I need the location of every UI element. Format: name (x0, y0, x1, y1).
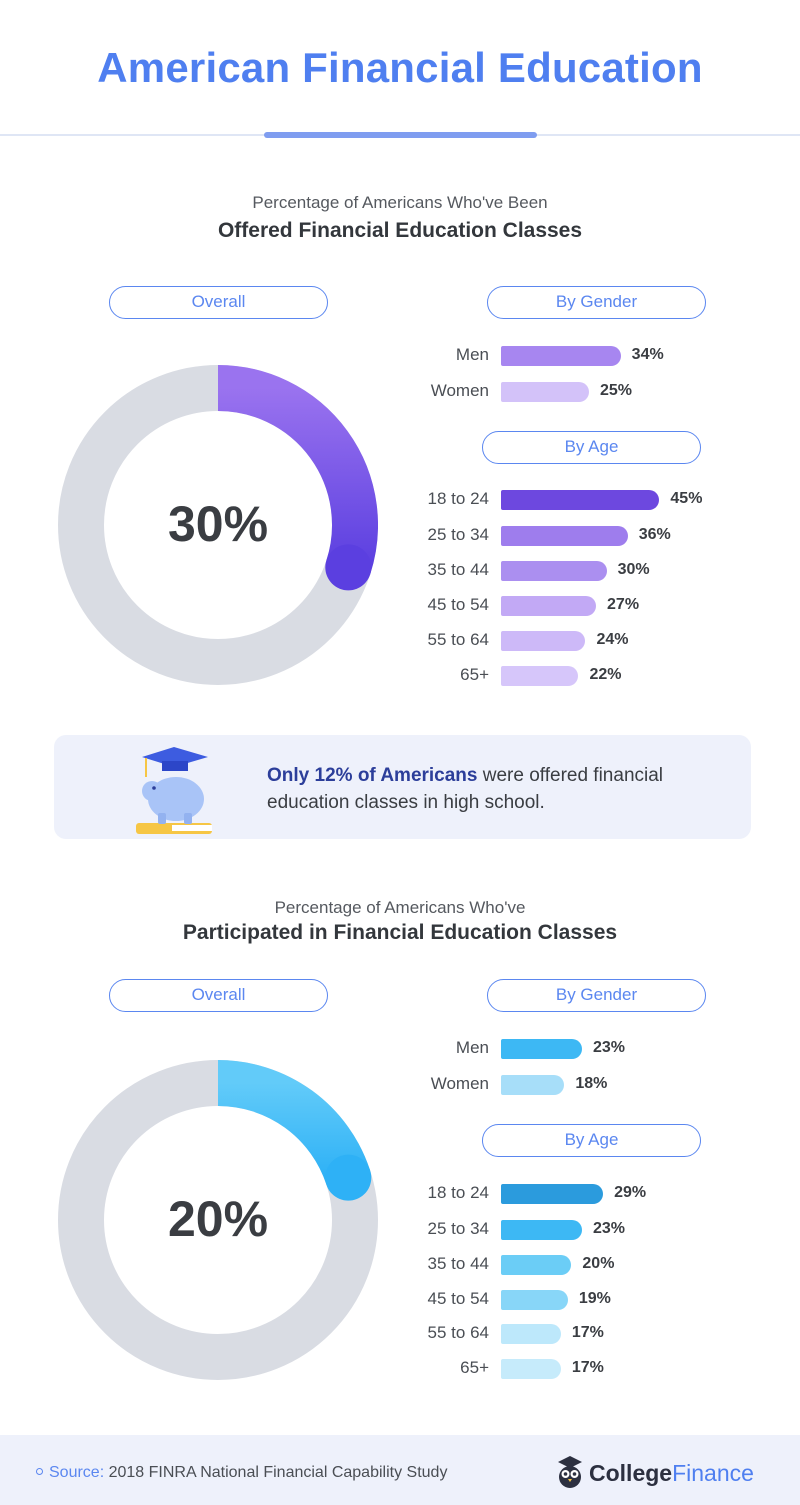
donut-slice (217, 365, 378, 575)
overall-value: 20% (167, 1191, 269, 1247)
age-row-bar (501, 490, 660, 510)
age-row-bar (501, 1290, 568, 1310)
age-row-label: 55 to 64 (427, 1323, 489, 1342)
age-row-value: 45% (670, 490, 703, 507)
age-row-value: 17% (571, 1324, 604, 1341)
age-row-value: 23% (592, 1220, 625, 1237)
age-row-label: 45 to 54 (427, 595, 489, 614)
age-row-bar (501, 1255, 572, 1275)
by-age-pill: By Age (482, 1124, 701, 1157)
gender-row-bar (501, 382, 589, 402)
gender-row-value: 18% (575, 1075, 608, 1092)
age-row-bar (501, 666, 579, 686)
by-age-pill: By Age (482, 431, 701, 464)
age-row-label: 65+ (460, 665, 489, 684)
brand-secondary: Finance (672, 1460, 754, 1486)
page-title: American Financial Education (97, 44, 703, 91)
callout-box: Only 12% of Americans were offered finan… (54, 735, 751, 839)
gender-row-bar (501, 1039, 582, 1059)
bullet-icon (36, 1468, 43, 1475)
gender-row-label: Women (430, 1074, 489, 1093)
age-row-value: 27% (607, 596, 640, 613)
overall-pill: Overall (109, 979, 328, 1012)
source-text: 2018 FINRA National Financial Capability… (108, 1464, 448, 1481)
gender-row-value: 23% (592, 1039, 625, 1056)
donut-slice-cap (325, 1154, 372, 1201)
age-row-label: 35 to 44 (427, 1254, 489, 1273)
age-row-value: 22% (589, 666, 622, 683)
age-row-bar (501, 1324, 561, 1344)
overall-donut-chart (58, 1060, 378, 1380)
source-citation: Source: 2018 FINRA National Financial Ca… (36, 1464, 447, 1482)
age-row-bar (501, 1184, 604, 1204)
age-row-label: 55 to 64 (427, 630, 489, 649)
age-row-value: 30% (617, 561, 650, 578)
callout-emphasis: Only 12% of Americans (267, 765, 478, 786)
section-subtitle: Percentage of Americans Who've (274, 898, 526, 917)
gender-row-value: 34% (631, 346, 664, 363)
age-row-label: 18 to 24 (427, 1183, 489, 1202)
age-row-bar (501, 596, 597, 616)
age-row-value: 20% (582, 1255, 615, 1272)
age-row-label: 18 to 24 (427, 489, 489, 508)
age-row-label: 25 to 34 (427, 525, 489, 544)
age-row-bar (501, 631, 586, 651)
gender-row-value: 25% (600, 382, 633, 399)
age-row-label: 35 to 44 (427, 560, 489, 579)
age-row-value: 29% (614, 1184, 647, 1201)
gender-row-label: Men (455, 1038, 489, 1057)
by-gender-pill: By Gender (487, 979, 706, 1012)
overall-value: 30% (167, 496, 269, 552)
callout-body: were offered financial education classes… (267, 765, 664, 813)
brand-name: CollegeFinance (589, 1460, 754, 1487)
age-row-label: 25 to 34 (427, 1219, 489, 1238)
title-accent-bar (264, 132, 537, 138)
age-row-value: 19% (578, 1290, 611, 1307)
gender-row-label: Women (430, 381, 489, 400)
age-row-value: 17% (571, 1359, 604, 1376)
donut-slice (217, 1060, 371, 1186)
donut-slice-cap (325, 544, 372, 591)
footer: Source: 2018 FINRA National Financial Ca… (0, 1435, 800, 1505)
gender-row-label: Men (455, 345, 489, 364)
age-row-value: 24% (596, 631, 629, 648)
by-gender-pill: By Gender (487, 286, 706, 319)
overall-pill: Overall (109, 286, 328, 319)
age-row-value: 36% (638, 526, 671, 543)
age-row-label: 65+ (460, 1358, 489, 1377)
section-heading: Offered Financial Education Classes (217, 219, 583, 242)
age-row-label: 45 to 54 (427, 1289, 489, 1308)
gender-row-bar (501, 1075, 565, 1095)
source-label: Source: (49, 1464, 105, 1481)
section-heading: Participated in Financial Education Clas… (182, 921, 618, 944)
callout-text: Only 12% of Americans were offered finan… (267, 762, 727, 816)
section-subtitle: Percentage of Americans Who've Been (252, 193, 548, 212)
age-row-bar (501, 1220, 582, 1240)
age-row-bar (501, 526, 628, 546)
age-row-bar (501, 1359, 561, 1379)
gender-row-bar (501, 346, 621, 366)
age-row-bar (501, 561, 607, 581)
piggy-bank-graduation-icon (136, 747, 212, 834)
owl-logo-icon (558, 1456, 582, 1488)
overall-donut-chart (58, 365, 378, 685)
brand-primary: College (589, 1460, 673, 1486)
